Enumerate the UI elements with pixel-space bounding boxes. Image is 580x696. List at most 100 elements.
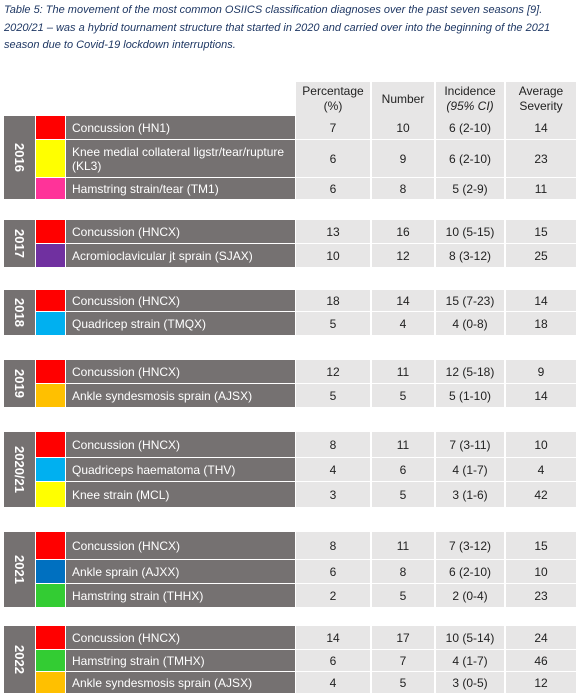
severity-cell: 23: [506, 140, 576, 177]
percentage-cell: 6: [296, 650, 370, 671]
number-cell: 12: [372, 244, 434, 267]
year-text: 2019: [11, 369, 27, 398]
percentage-cell: 4: [296, 672, 370, 693]
number-cell: 9: [372, 140, 434, 177]
incidence-cell: 4 (1-7): [436, 458, 504, 481]
injury-name: Quadricep strain (TMQX): [66, 312, 295, 335]
severity-cell: 12: [506, 672, 576, 693]
header-incidence: Incidence (95% CI): [436, 82, 504, 116]
color-swatch: [36, 532, 65, 559]
caption: Table 5: The movement of the most common…: [4, 4, 551, 51]
incidence-cell: 3 (0-5): [436, 672, 504, 693]
incidence-cell: 2 (0-4): [436, 584, 504, 607]
color-swatch: [36, 482, 65, 507]
number-cell: 11: [372, 432, 434, 457]
year-label: 2016: [4, 116, 35, 199]
incidence-cell: 15 (7-23): [436, 290, 504, 311]
year-text: 2020/21: [12, 446, 27, 493]
incidence-cell: 4 (1-7): [436, 650, 504, 671]
injury-name: Knee medial collateral ligstr/tear/ruptu…: [66, 140, 295, 177]
number-cell: 11: [372, 532, 434, 559]
injury-name: Ankle syndesmosis sprain (AJSX): [66, 672, 295, 693]
injury-name: Ankle sprain (AJXX): [66, 560, 295, 583]
incidence-cell: 7 (3-11): [436, 432, 504, 457]
severity-cell: 15: [506, 220, 576, 243]
percentage-cell: 4: [296, 458, 370, 481]
severity-cell: 4: [506, 458, 576, 481]
percentage-cell: 12: [296, 360, 370, 383]
year-label: 2018: [4, 290, 35, 335]
severity-cell: 14: [506, 384, 576, 407]
year-text: 2021: [11, 555, 27, 584]
incidence-cell: 3 (1-6): [436, 482, 504, 507]
percentage-cell: 3: [296, 482, 370, 507]
color-swatch: [36, 360, 65, 383]
color-swatch: [36, 458, 65, 481]
color-swatch: [36, 672, 65, 693]
number-cell: 5: [372, 384, 434, 407]
number-cell: 4: [372, 312, 434, 335]
year-text: 2016: [11, 143, 27, 172]
injury-name: Concussion (HNCX): [66, 532, 295, 559]
injury-name: Hamstring strain (TMHX): [66, 650, 295, 671]
severity-cell: 23: [506, 584, 576, 607]
percentage-cell: 2: [296, 584, 370, 607]
injury-name: Acromioclavicular jt sprain (SJAX): [66, 244, 295, 267]
injury-name: Hamstring strain/tear (TM1): [66, 178, 295, 199]
number-cell: 10: [372, 116, 434, 139]
injury-name: Knee strain (MCL): [66, 482, 295, 507]
percentage-cell: 5: [296, 384, 370, 407]
number-cell: 5: [372, 672, 434, 693]
severity-cell: 15: [506, 532, 576, 559]
incidence-cell: 7 (3-12): [436, 532, 504, 559]
severity-cell: 9: [506, 360, 576, 383]
color-swatch: [36, 178, 65, 199]
incidence-cell: 4 (0-8): [436, 312, 504, 335]
percentage-cell: 6: [296, 140, 370, 177]
header-severity: Average Severity: [506, 82, 576, 116]
incidence-cell: 10 (5-15): [436, 220, 504, 243]
injury-name: Hamstring strain (THHX): [66, 584, 295, 607]
injury-name: Concussion (HNCX): [66, 290, 295, 311]
year-label: 2020/21: [4, 432, 35, 507]
year-text: 2017: [11, 229, 27, 258]
color-swatch: [36, 626, 65, 649]
number-cell: 5: [372, 482, 434, 507]
severity-cell: 14: [506, 116, 576, 139]
injury-name: Concussion (HN1): [66, 116, 295, 139]
percentage-cell: 8: [296, 532, 370, 559]
number-cell: 17: [372, 626, 434, 649]
injury-name: Ankle syndesmosis sprain (AJSX): [66, 384, 295, 407]
year-label: 2019: [4, 360, 35, 407]
injury-name: Concussion (HNCX): [66, 432, 295, 457]
number-cell: 7: [372, 650, 434, 671]
severity-cell: 42: [506, 482, 576, 507]
color-swatch: [36, 116, 65, 139]
incidence-cell: 6 (2-10): [436, 140, 504, 177]
header-number: Number: [372, 82, 434, 116]
number-cell: 16: [372, 220, 434, 243]
year-text: 2018: [11, 298, 27, 327]
header-text: Incidence: [444, 84, 496, 98]
severity-cell: 18: [506, 312, 576, 335]
incidence-cell: 5 (1-10): [436, 384, 504, 407]
color-swatch: [36, 384, 65, 407]
percentage-cell: 14: [296, 626, 370, 649]
incidence-cell: 6 (2-10): [436, 560, 504, 583]
color-swatch: [36, 312, 65, 335]
incidence-cell: 5 (2-9): [436, 178, 504, 199]
severity-cell: 11: [506, 178, 576, 199]
year-label: 2017: [4, 220, 35, 267]
number-cell: 8: [372, 178, 434, 199]
percentage-cell: 8: [296, 432, 370, 457]
number-cell: 14: [372, 290, 434, 311]
header-text: (95% CI): [446, 99, 494, 113]
color-swatch: [36, 584, 65, 607]
severity-cell: 25: [506, 244, 576, 267]
year-label: 2022: [4, 626, 35, 693]
color-swatch: [36, 432, 65, 457]
injury-name: Quadriceps haematoma (THV): [66, 458, 295, 481]
severity-cell: 24: [506, 626, 576, 649]
injury-name: Concussion (HNCX): [66, 220, 295, 243]
